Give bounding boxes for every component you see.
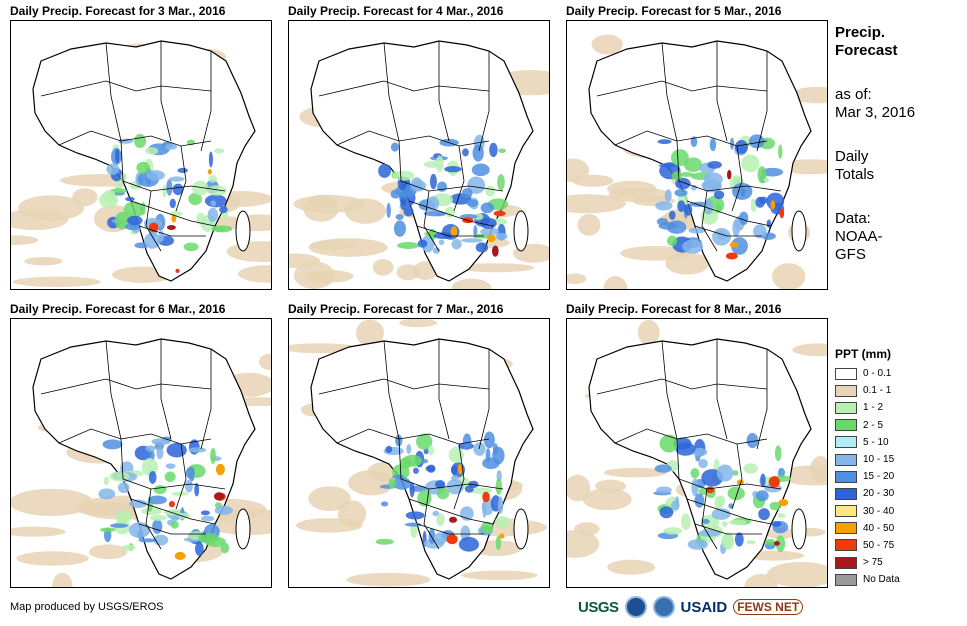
precip-map — [566, 318, 828, 588]
totals-line-2: Totals — [835, 166, 875, 183]
legend-item: 50 - 75 — [835, 537, 960, 554]
legend-label: 0 - 0.1 — [863, 368, 892, 380]
legend-item: > 75 — [835, 554, 960, 571]
legend-label: 40 - 50 — [863, 522, 895, 534]
totals-line-1: Daily — [835, 148, 869, 165]
map-title: Daily Precip. Forecast for 3 Mar., 2016 — [10, 4, 226, 18]
legend-swatch — [835, 419, 857, 432]
legend-title: PPT (mm) — [835, 347, 892, 361]
map-panel-1: Daily Precip. Forecast for 3 Mar., 2016 — [10, 4, 272, 290]
legend-label: 15 - 20 — [863, 471, 895, 483]
map-title: Daily Precip. Forecast for 5 Mar., 2016 — [566, 4, 782, 18]
map-panel-4: Daily Precip. Forecast for 6 Mar., 2016 — [10, 302, 272, 588]
legend-swatch — [835, 573, 857, 586]
legend-item: No Data — [835, 571, 960, 588]
precip-map — [10, 20, 272, 290]
legend-item: 20 - 30 — [835, 485, 960, 502]
map-credit: Map produced by USGS/EROS — [10, 601, 164, 613]
data-source-2: GFS — [835, 246, 866, 263]
legend-label: 0.1 - 1 — [863, 385, 892, 397]
legend-swatch — [835, 539, 857, 552]
map-panel-2: Daily Precip. Forecast for 4 Mar., 2016 — [288, 4, 550, 290]
legend-swatch — [835, 487, 857, 500]
usaid-logo: USAID — [680, 598, 728, 616]
forecast-info: Precip. Forecast as of: Mar 3, 2016 Dail… — [835, 24, 965, 264]
dhs-seal-icon — [652, 596, 675, 618]
legend-swatch — [835, 470, 857, 483]
usgs-logo: USGS — [578, 598, 619, 616]
info-heading-1: Precip. — [835, 24, 886, 41]
legend-item: 0 - 0.1 — [835, 365, 960, 382]
logo-strip: USGS USAID FEWS NET — [578, 594, 804, 620]
legend-item: 0.1 - 1 — [835, 382, 960, 399]
legend-label: 1 - 2 — [863, 402, 884, 414]
info-heading-2: Forecast — [835, 42, 898, 59]
fews-net-logo: FEWS NET — [733, 599, 804, 615]
legend-label: 5 - 10 — [863, 436, 889, 448]
precip-map — [10, 318, 272, 588]
legend-swatch — [835, 401, 857, 414]
legend-label: No Data — [863, 574, 900, 586]
legend-swatch — [835, 556, 857, 569]
precip-legend: PPT (mm) 0 - 0.1 0.1 - 1 1 - 2 2 - 5 5 - 10 1… — [835, 347, 960, 588]
noaa-logo-icon — [624, 596, 647, 618]
legend-item: 15 - 20 — [835, 468, 960, 485]
legend-item: 5 - 10 — [835, 434, 960, 451]
map-title: Daily Precip. Forecast for 6 Mar., 2016 — [10, 302, 226, 316]
data-source-1: NOAA- — [835, 228, 883, 245]
legend-swatch — [835, 367, 857, 380]
legend-item: 10 - 15 — [835, 451, 960, 468]
legend-swatch — [835, 505, 857, 518]
data-label: Data: — [835, 210, 871, 227]
precip-map — [288, 20, 550, 290]
legend-item: 2 - 5 — [835, 417, 960, 434]
legend-label: 10 - 15 — [863, 454, 895, 466]
legend-label: 30 - 40 — [863, 505, 895, 517]
asof-date: Mar 3, 2016 — [835, 104, 916, 121]
legend-swatch — [835, 436, 857, 449]
legend-item: 40 - 50 — [835, 520, 960, 537]
precip-map — [566, 20, 828, 290]
map-panel-6: Daily Precip. Forecast for 8 Mar., 2016 — [566, 302, 828, 588]
map-title: Daily Precip. Forecast for 7 Mar., 2016 — [288, 302, 504, 316]
legend-label: > 75 — [863, 557, 883, 569]
legend-item: 30 - 40 — [835, 503, 960, 520]
legend-label: 2 - 5 — [863, 419, 884, 431]
asof-label: as of: — [835, 86, 872, 103]
map-panel-3: Daily Precip. Forecast for 5 Mar., 2016 — [566, 4, 828, 290]
legend-label: 20 - 30 — [863, 488, 895, 500]
map-title: Daily Precip. Forecast for 8 Mar., 2016 — [566, 302, 782, 316]
legend-swatch — [835, 522, 857, 535]
map-panel-5: Daily Precip. Forecast for 7 Mar., 2016 — [288, 302, 550, 588]
legend-swatch — [835, 453, 857, 466]
legend-label: 50 - 75 — [863, 539, 895, 551]
legend-swatch — [835, 384, 857, 397]
map-title: Daily Precip. Forecast for 4 Mar., 2016 — [288, 4, 504, 18]
legend-item: 1 - 2 — [835, 399, 960, 416]
precip-map — [288, 318, 550, 588]
